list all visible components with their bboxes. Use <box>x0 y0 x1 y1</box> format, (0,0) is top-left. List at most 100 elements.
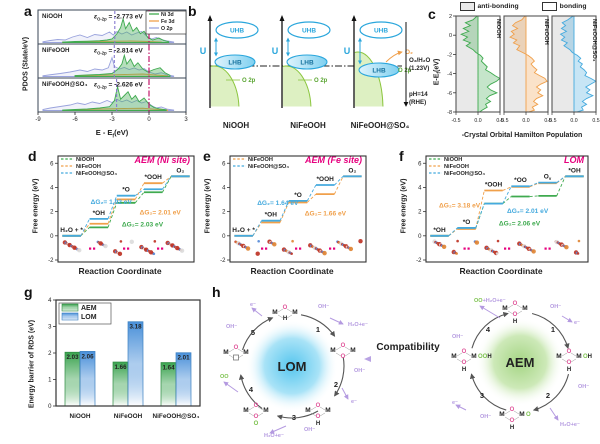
svg-text:M: M <box>305 407 310 414</box>
svg-text:2: 2 <box>222 210 226 216</box>
bar-y-axis-label: Energy barrier of RDS (eV) <box>28 319 36 409</box>
svg-text:O: O <box>513 301 518 307</box>
svg-text:OH⁻: OH⁻ <box>578 384 589 390</box>
svg-text:LOM: LOM <box>278 359 307 374</box>
svg-text:LOM: LOM <box>81 314 97 321</box>
svg-text:-2: -2 <box>48 258 54 264</box>
svg-text:NiOOH: NiOOH <box>70 413 91 420</box>
svg-text:O: O <box>462 349 467 355</box>
svg-text:AEM: AEM <box>506 355 535 370</box>
fe-f-x-axis-label: Reaction Coordinate <box>459 266 543 276</box>
svg-text:ΔG₂= 2.01 eV: ΔG₂= 2.01 eV <box>140 210 182 217</box>
svg-text:H: H <box>283 316 287 322</box>
svg-text:ΔG₂= 2.06 eV: ΔG₂= 2.06 eV <box>499 221 541 228</box>
svg-text:(RHE): (RHE) <box>409 99 426 106</box>
svg-text:O: O <box>513 312 518 318</box>
svg-text:NiOOH: NiOOH <box>444 157 462 163</box>
svg-text:Fe 3d: Fe 3d <box>161 19 175 25</box>
svg-text:εO-2p = -2.814 eV: εO-2p = -2.814 eV <box>94 48 143 56</box>
fe-e-y-axis-label: Free energy (eV) <box>204 178 212 234</box>
svg-text:M: M <box>292 309 297 316</box>
svg-text:ΔG₂= 1.92 eV: ΔG₂= 1.92 eV <box>91 199 133 206</box>
svg-text:0: 0 <box>50 234 54 240</box>
svg-text:O: O <box>510 418 515 424</box>
svg-text:*OOH: *OOH <box>317 176 335 183</box>
fe-f-title: LOM <box>564 155 584 165</box>
pdos-chart: NiOOH εO-2p = -2.773 eV NiFeOOH εO-2p = -2.… <box>35 9 188 123</box>
svg-text:2: 2 <box>418 210 422 216</box>
svg-text:M: M <box>263 407 268 414</box>
svg-text:-8: -8 <box>447 110 452 116</box>
bonding-label: bonding <box>559 3 587 10</box>
svg-text:H₂O+e⁻: H₂O+e⁻ <box>264 433 284 439</box>
svg-text:M: M <box>223 349 228 356</box>
svg-text:H₂O + *: H₂O + * <box>60 227 83 234</box>
svg-text:NiFeOOH: NiFeOOH <box>543 19 549 45</box>
svg-text:Compatibility: Compatibility <box>376 342 440 353</box>
svg-text:OH: OH <box>583 354 592 360</box>
svg-text:O: O <box>510 407 515 413</box>
svg-text:0.0: 0.0 <box>474 118 481 124</box>
svg-text:εO-2p = -2.773 eV: εO-2p = -2.773 eV <box>94 14 143 22</box>
panel-a-letter: a <box>24 3 32 19</box>
svg-text:2: 2 <box>449 14 452 20</box>
svg-text:OH⁻: OH⁻ <box>480 414 491 420</box>
svg-text:NiFeOOH: NiFeOOH <box>76 164 101 170</box>
svg-text:*O: *O <box>294 192 302 199</box>
svg-text:-6: -6 <box>72 117 78 123</box>
svg-text:O: O <box>341 354 346 360</box>
svg-text:U: U <box>272 46 279 56</box>
svg-text:0.0: 0.0 <box>570 118 577 124</box>
svg-text:0: 0 <box>449 33 452 39</box>
svg-text:ΔG₂= 2.01 eV: ΔG₂= 2.01 eV <box>507 208 549 215</box>
svg-text:M: M <box>243 407 248 414</box>
svg-text:O: O <box>526 412 531 418</box>
svg-text:Ni 3d: Ni 3d <box>161 12 174 18</box>
free-energy-chart-e: H₂O + * *OH *O *OOH O₂ ΔG₂= 1.64 eV ΔG₂= 1.66 … <box>220 155 367 264</box>
svg-text:OH⁻: OH⁻ <box>318 304 329 310</box>
svg-text:-0.5: -0.5 <box>500 118 509 124</box>
svg-text:H: H <box>316 421 320 427</box>
svg-text:e⁻: e⁻ <box>351 399 357 405</box>
svg-text:O: O <box>316 414 321 420</box>
svg-text:1.64: 1.64 <box>162 365 175 372</box>
svg-text:*OOH: *OOH <box>145 174 163 181</box>
svg-text:4: 4 <box>486 325 491 334</box>
svg-text:0: 0 <box>418 234 422 240</box>
pdos-x-axis-label: E - Ef(eV) <box>95 128 129 140</box>
svg-text:NiOOH: NiOOH <box>42 13 63 20</box>
svg-text:6: 6 <box>418 161 422 167</box>
svg-text:O: O <box>567 360 572 366</box>
cohp-y-axis-label: E-Ef(eV) <box>433 58 443 86</box>
svg-text:*OO: *OO <box>514 177 527 184</box>
svg-text:UHB: UHB <box>302 28 316 35</box>
fe-e-title: AEM (Fe site) <box>304 155 362 165</box>
svg-text:2.03: 2.03 <box>66 354 79 361</box>
svg-text:O 2p: O 2p <box>314 78 328 84</box>
free-energy-chart-d: H₂O + * *OH *O *OOH O₂ ΔG₂= 1.92 eV ΔG₂= 2.01 … <box>48 155 195 264</box>
svg-text:-3: -3 <box>109 117 115 123</box>
svg-text:OOH: OOH <box>478 354 492 360</box>
svg-text:4: 4 <box>48 298 52 304</box>
svg-text:-0.5: -0.5 <box>452 118 461 124</box>
svg-text:U: U <box>344 46 351 56</box>
svg-text:M: M <box>519 411 524 418</box>
svg-text:M: M <box>451 353 456 360</box>
svg-text:3: 3 <box>48 325 52 331</box>
svg-text:e⁻: e⁻ <box>574 320 580 326</box>
svg-text:NiFeOOH@SO₄: NiFeOOH@SO₄ <box>444 171 485 177</box>
svg-text:2: 2 <box>48 351 52 357</box>
svg-text:H₂O + *: H₂O + * <box>232 227 255 234</box>
svg-text:e⁻: e⁻ <box>250 302 256 308</box>
svg-text:*OOH: *OOH <box>485 181 503 188</box>
svg-text:M: M <box>330 347 335 354</box>
svg-text:NiFeOOH: NiFeOOH <box>114 413 143 420</box>
svg-text:M: M <box>499 411 504 418</box>
svg-text:H: H <box>462 367 466 373</box>
svg-text:6: 6 <box>222 161 226 167</box>
svg-text:4: 4 <box>249 385 254 394</box>
svg-text:2: 2 <box>334 380 338 389</box>
svg-text:LHB: LHB <box>372 67 386 74</box>
svg-text:*OH: *OH <box>265 212 278 219</box>
svg-text:1.66: 1.66 <box>114 364 127 371</box>
